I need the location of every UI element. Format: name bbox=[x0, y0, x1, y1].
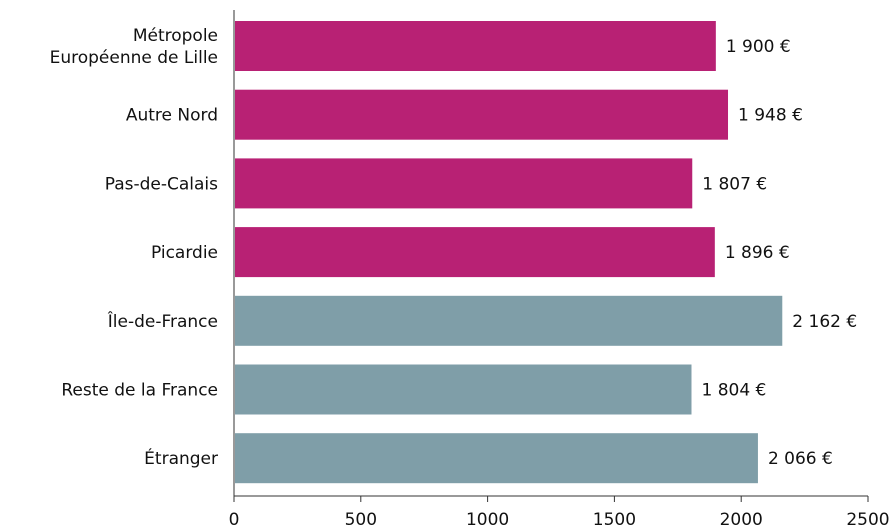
bar-2 bbox=[235, 158, 693, 209]
x-tick-label-1: 500 bbox=[345, 510, 377, 527]
data-label-1: 1 948 € bbox=[738, 106, 803, 126]
category-label-5: Reste de la France bbox=[61, 381, 218, 401]
category-label-line: Européenne de Lille bbox=[50, 48, 218, 68]
category-label-6: Étranger bbox=[144, 447, 218, 469]
data-label-3: 1 896 € bbox=[725, 243, 790, 263]
category-label-line: Autre Nord bbox=[126, 106, 218, 126]
x-tick-label-5: 2500 bbox=[846, 510, 889, 527]
x-tick-label-2: 1000 bbox=[466, 510, 509, 527]
value-labels: 1 900 € 1 948 € 1 807 € 1 896 € 2 162 € 1 804… bbox=[701, 37, 857, 469]
category-label-0: Métropole Européenne de Lille bbox=[50, 26, 218, 68]
category-labels: Métropole Européenne de Lille Autre Nord Pa… bbox=[50, 26, 219, 469]
category-label-1: Autre Nord bbox=[126, 106, 218, 126]
data-label-4: 2 162 € bbox=[792, 312, 857, 332]
bar-1 bbox=[235, 89, 729, 140]
data-label-6: 2 066 € bbox=[768, 449, 833, 469]
bar-4 bbox=[235, 295, 783, 346]
axes bbox=[233, 10, 868, 497]
x-axis-ticks: 0 500 1000 1500 2000 2500 bbox=[229, 496, 890, 527]
category-label-line: Pas-de-Calais bbox=[105, 174, 218, 194]
category-label-line: Reste de la France bbox=[61, 381, 218, 401]
bar-6 bbox=[235, 433, 758, 484]
category-label-line: Île-de-France bbox=[107, 310, 218, 332]
data-label-0: 1 900 € bbox=[726, 37, 791, 57]
category-label-4: Île-de-France bbox=[107, 310, 218, 332]
category-label-line: Picardie bbox=[151, 243, 218, 263]
x-tick-label-0: 0 bbox=[229, 510, 240, 527]
bars-group bbox=[235, 21, 783, 484]
category-label-2: Pas-de-Calais bbox=[105, 174, 218, 194]
category-label-line: Métropole bbox=[133, 26, 218, 46]
category-label-3: Picardie bbox=[151, 243, 218, 263]
bar-3 bbox=[235, 227, 715, 278]
bar-0 bbox=[235, 21, 716, 71]
data-label-2: 1 807 € bbox=[702, 174, 767, 194]
category-label-line: Étranger bbox=[144, 447, 218, 469]
bar-5 bbox=[235, 364, 692, 415]
x-tick-label-3: 1500 bbox=[593, 510, 636, 527]
x-tick-label-4: 2000 bbox=[720, 510, 763, 527]
data-label-5: 1 804 € bbox=[701, 381, 766, 401]
